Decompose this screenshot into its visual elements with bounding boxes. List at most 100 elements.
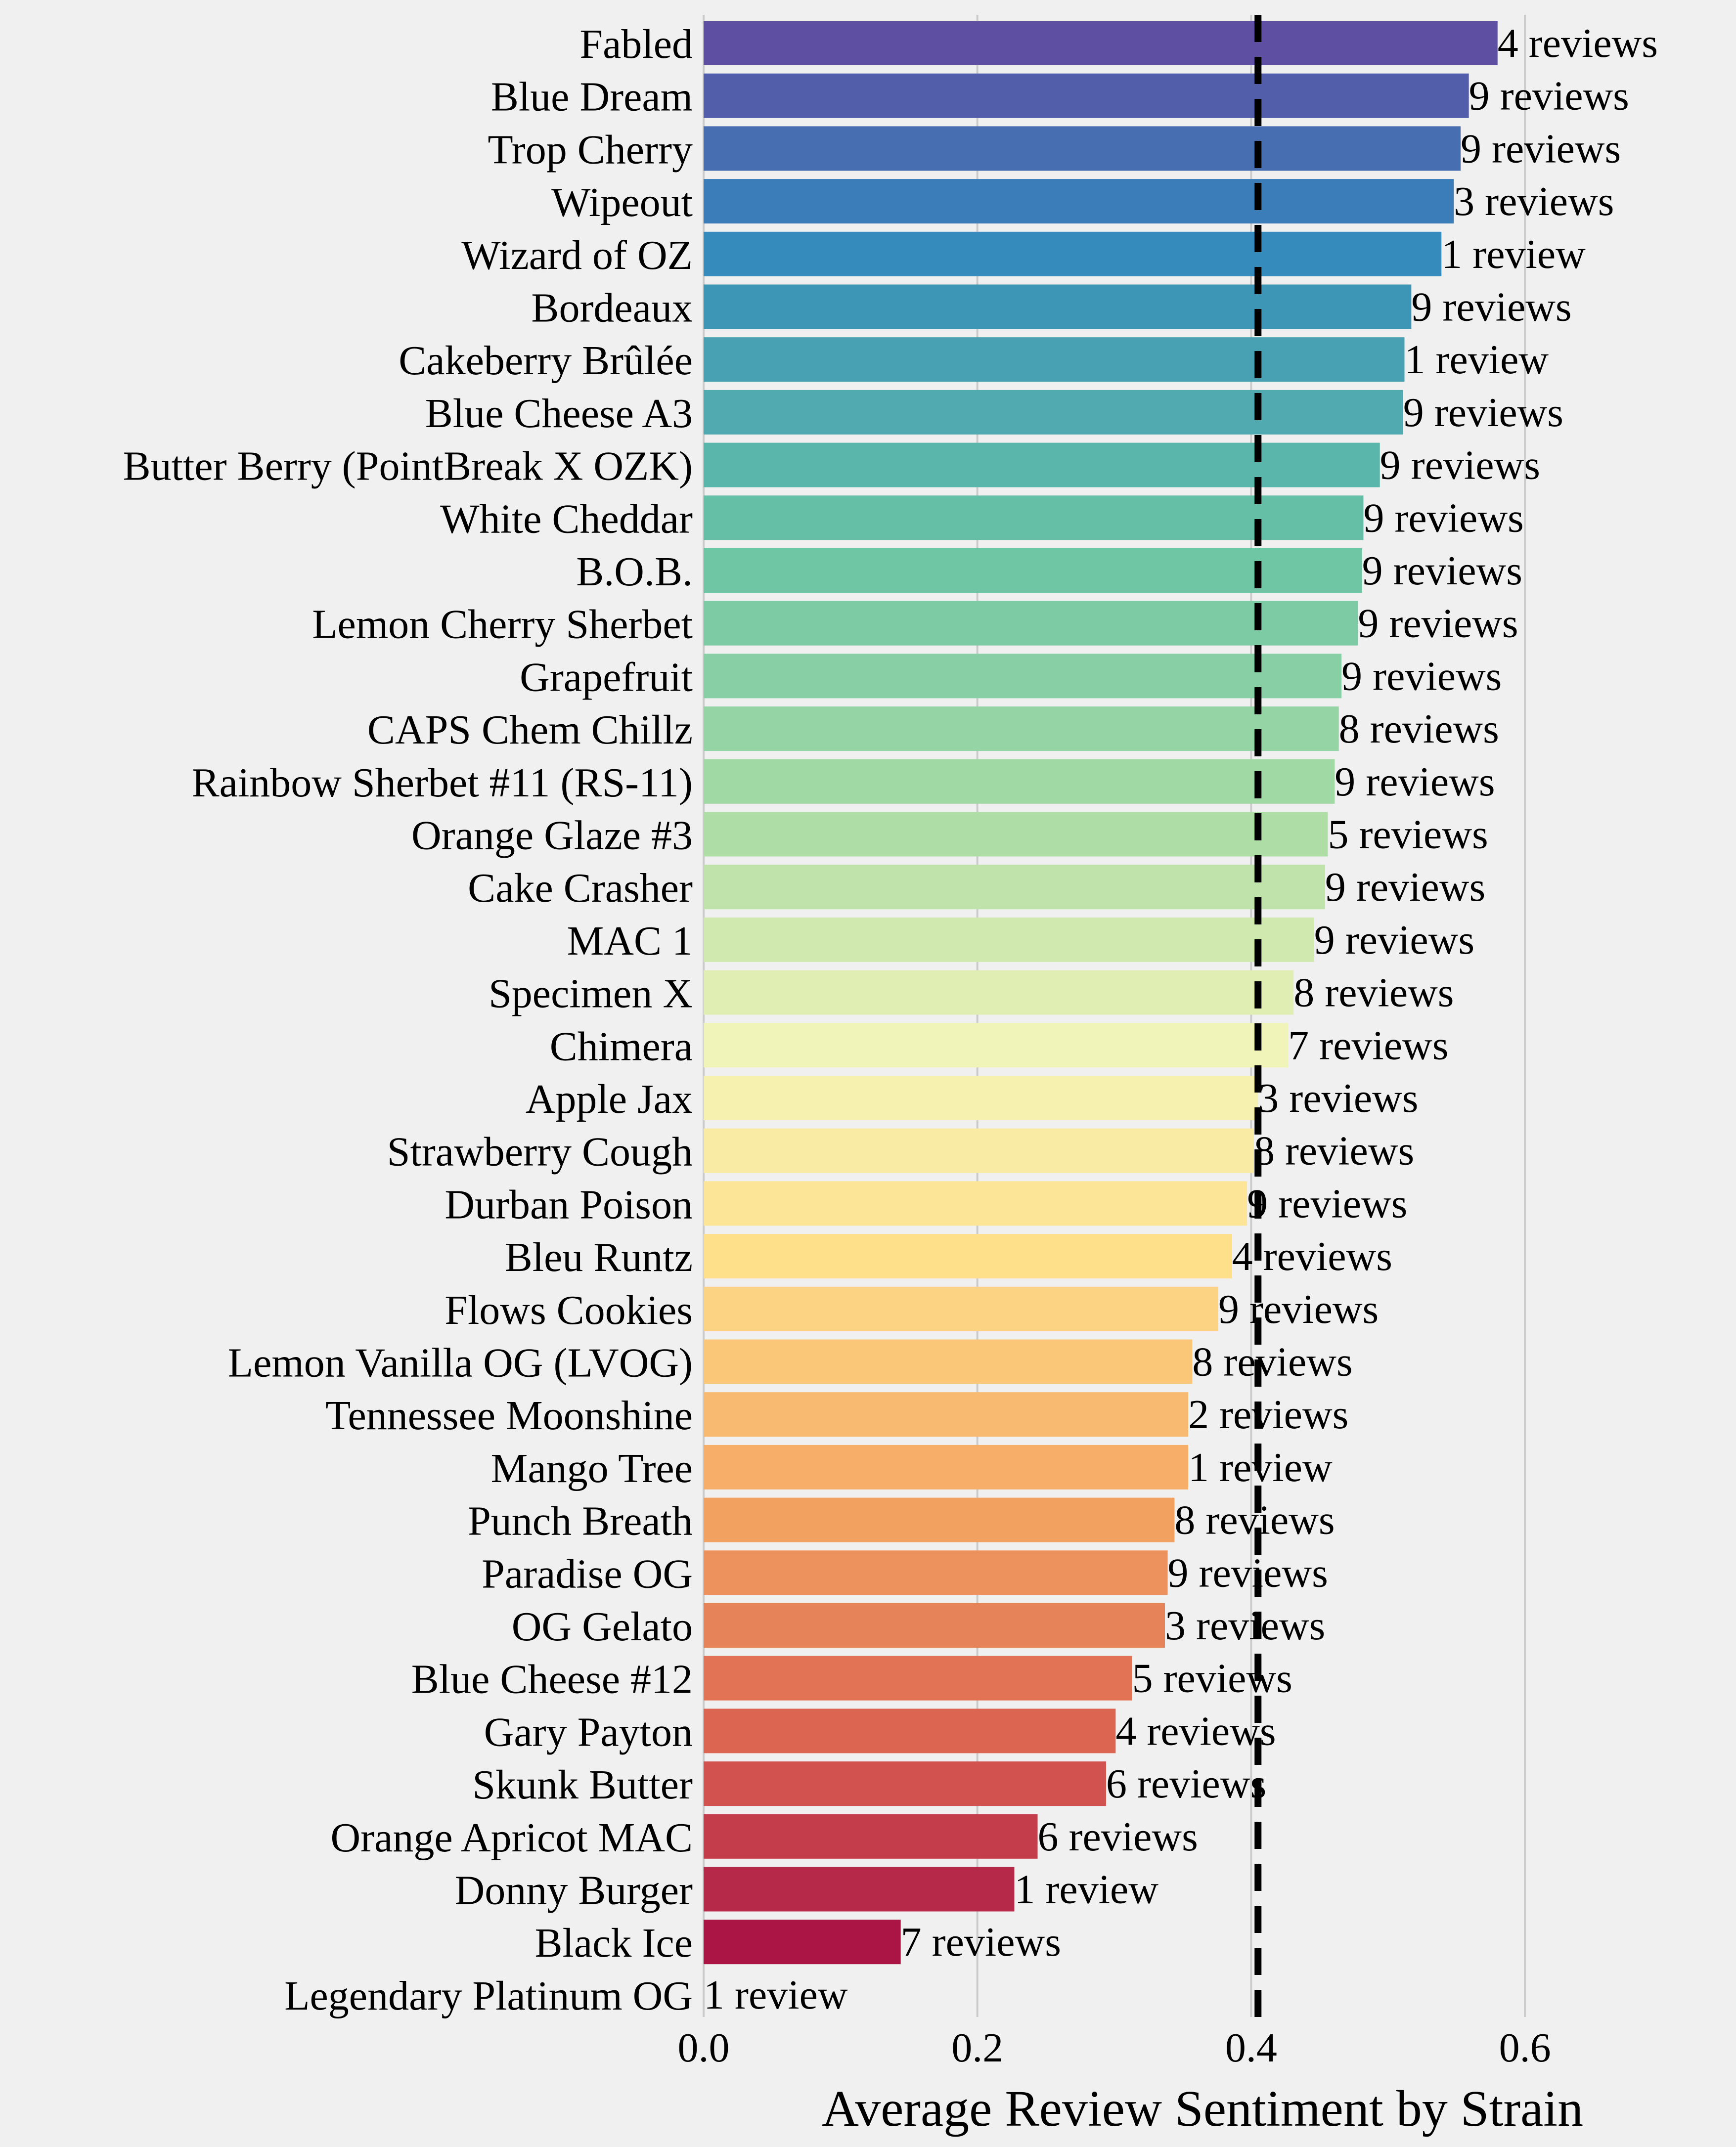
category-label: Bleu Runtz — [505, 1234, 693, 1280]
category-label: Gary Payton — [484, 1709, 693, 1755]
bar — [704, 21, 1498, 65]
bar — [704, 495, 1364, 540]
bar-data-label: 3 reviews — [1165, 1603, 1325, 1649]
category-label: Grapefruit — [520, 654, 693, 700]
bar — [704, 917, 1314, 962]
bar — [704, 1656, 1132, 1701]
category-label: Cakeberry Brûlée — [399, 338, 693, 384]
bar — [704, 548, 1362, 593]
bar-data-label: 9 reviews — [1335, 759, 1495, 805]
category-label: Apple Jax — [526, 1076, 693, 1122]
x-tick-label: 0.0 — [678, 2025, 730, 2071]
category-label: Blue Dream — [491, 74, 693, 120]
bar-data-label: 8 reviews — [1192, 1339, 1352, 1385]
category-label: Bordeaux — [531, 285, 693, 331]
category-label: MAC 1 — [567, 918, 693, 964]
category-label: CAPS Chem Chillz — [367, 707, 693, 753]
category-label: Tennessee Moonshine — [325, 1393, 693, 1439]
bar-data-label: 6 reviews — [1106, 1761, 1266, 1807]
bar — [704, 73, 1469, 118]
category-label: OG Gelato — [512, 1604, 693, 1650]
category-label: Orange Glaze #3 — [411, 813, 693, 859]
bar — [704, 1550, 1168, 1595]
bar-data-label: 3 reviews — [1258, 1075, 1418, 1121]
category-label: Skunk Butter — [472, 1762, 693, 1808]
bar-data-label: 9 reviews — [1362, 548, 1522, 594]
bar — [704, 970, 1294, 1015]
bar-data-label: 9 reviews — [1469, 73, 1629, 119]
bar-data-label: 1 review — [704, 1972, 848, 2018]
bar — [704, 1603, 1165, 1648]
bar-data-label: 2 reviews — [1188, 1392, 1348, 1438]
bar — [704, 601, 1358, 646]
bar-data-label: 5 reviews — [1132, 1656, 1292, 1702]
bar-data-label: 9 reviews — [1461, 126, 1621, 172]
category-label: Trop Cherry — [488, 127, 693, 173]
category-label: Punch Breath — [468, 1498, 693, 1544]
bar — [704, 865, 1325, 910]
x-tick-label: 0.6 — [1499, 2025, 1551, 2071]
category-label: Donny Burger — [455, 1868, 693, 1914]
category-label: Cake Crasher — [468, 865, 693, 911]
bar — [704, 1761, 1106, 1806]
bar — [704, 812, 1328, 857]
category-label: Blue Cheese A3 — [425, 391, 693, 437]
category-label: Lemon Cherry Sherbet — [312, 602, 693, 648]
bar-data-label: 4 reviews — [1498, 20, 1658, 66]
bar-data-label: 9 reviews — [1341, 653, 1502, 699]
category-label: Wizard of OZ — [461, 232, 693, 278]
bar — [704, 1814, 1038, 1859]
category-label: Lemon Vanilla OG (LVOG) — [228, 1340, 693, 1386]
category-label: Orange Apricot MAC — [330, 1815, 693, 1861]
bar-data-label: 9 reviews — [1218, 1286, 1379, 1332]
category-label: Butter Berry (PointBreak X OZK) — [123, 443, 693, 489]
category-label: Paradise OG — [482, 1551, 693, 1597]
bar-data-label: 9 reviews — [1325, 864, 1485, 910]
bar — [704, 1181, 1247, 1226]
bar-data-label: 9 reviews — [1358, 601, 1518, 647]
bar-data-label: 4 reviews — [1115, 1708, 1276, 1754]
category-label: Flows Cookies — [445, 1287, 693, 1333]
bar — [704, 1023, 1289, 1068]
bar-data-label: 9 reviews — [1380, 442, 1540, 488]
category-label: B.O.B. — [576, 549, 693, 595]
bar — [704, 1445, 1189, 1490]
category-label: Specimen X — [489, 971, 693, 1017]
bar-data-label: 8 reviews — [1293, 970, 1454, 1016]
category-label: Blue Cheese #12 — [411, 1657, 693, 1703]
bar — [704, 654, 1342, 699]
bar — [704, 390, 1403, 435]
bar-data-label: 3 reviews — [1454, 178, 1614, 224]
category-label: Rainbow Sherbet #11 (RS-11) — [192, 760, 693, 806]
category-label: Mango Tree — [491, 1446, 693, 1491]
bar-data-label: 7 reviews — [1288, 1022, 1448, 1068]
bar — [704, 231, 1442, 276]
bar — [704, 126, 1461, 171]
bar — [704, 284, 1412, 329]
bar — [704, 759, 1335, 804]
category-label: Fabled — [579, 21, 693, 67]
bar — [704, 1497, 1175, 1542]
bar — [704, 1392, 1189, 1437]
bar-data-label: 9 reviews — [1411, 284, 1571, 330]
bar — [704, 442, 1380, 487]
bar-data-label: 6 reviews — [1038, 1814, 1198, 1860]
category-label: Legendary Platinum OG — [284, 1973, 693, 2019]
bar-data-label: 8 reviews — [1254, 1128, 1414, 1174]
bar — [704, 1076, 1258, 1120]
bar — [704, 1339, 1193, 1384]
bar-data-label: 7 reviews — [901, 1919, 1061, 1965]
bar — [704, 1920, 901, 1965]
bar-data-label: 5 reviews — [1328, 812, 1488, 858]
bar-data-label: 9 reviews — [1168, 1550, 1328, 1596]
bar-data-label: 9 reviews — [1403, 390, 1563, 436]
x-axis-title: Average Review Sentiment by Strain — [822, 2080, 1583, 2137]
category-label: Chimera — [550, 1023, 693, 1069]
bar — [704, 1234, 1232, 1279]
bar — [704, 1867, 1015, 1912]
bar — [704, 179, 1454, 224]
bar-data-label: 9 reviews — [1314, 917, 1474, 963]
category-label: Black Ice — [535, 1920, 693, 1966]
x-tick-label: 0.2 — [951, 2025, 1003, 2071]
